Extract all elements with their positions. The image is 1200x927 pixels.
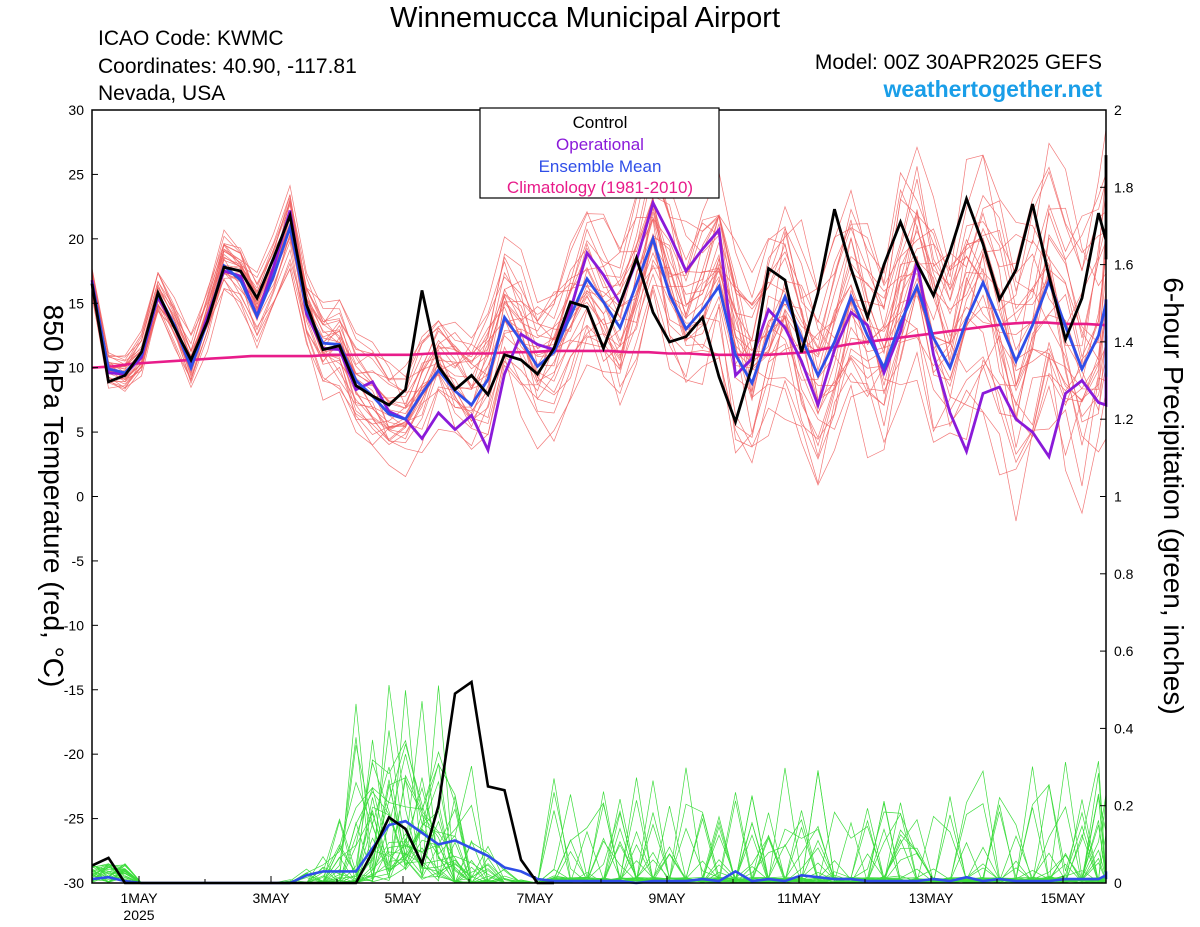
legend-operational: Operational — [556, 135, 644, 154]
right-tick-label: 0.2 — [1114, 798, 1134, 814]
left-tick-label: -20 — [64, 746, 84, 762]
precip-member-line — [91, 791, 1107, 884]
temperature-member-line — [91, 194, 1107, 430]
legend-control: Control — [573, 113, 628, 132]
precip-member-line — [91, 799, 1107, 884]
x-tick-label: 9MAY — [648, 890, 686, 906]
precip-member-line — [91, 793, 1107, 884]
temperature-member-line — [91, 186, 1107, 445]
right-tick-label: 2 — [1114, 102, 1122, 118]
x-tick-label: 13MAY — [909, 890, 955, 906]
temperature-member-line — [91, 217, 1107, 522]
precip-member-line — [91, 780, 1107, 884]
temperature-member-line — [91, 109, 1107, 409]
left-axis-label: 850 hPa Temperature (red, °C) — [38, 305, 69, 688]
right-tick-label: 1.4 — [1114, 334, 1134, 350]
x-tick-label: 11MAY — [777, 890, 821, 906]
region: Nevada, USA — [98, 82, 226, 105]
x-tick-label: 3MAY — [252, 890, 290, 906]
x-tick-label: 7MAY — [516, 890, 554, 906]
control-line — [90, 155, 1108, 427]
left-tick-label: 30 — [68, 102, 84, 118]
x-tick-label: 5MAY — [384, 890, 422, 906]
coordinates: Coordinates: 40.90, -117.81 — [98, 55, 357, 78]
precip-member-line — [91, 834, 1107, 884]
right-tick-label: 0.6 — [1114, 643, 1134, 659]
right-tick-label: 0 — [1114, 875, 1122, 891]
right-tick-label: 1.2 — [1114, 411, 1134, 427]
precip-member-line — [91, 798, 1107, 884]
temperature-member-line — [91, 264, 1107, 484]
left-tick-label: -25 — [64, 811, 84, 827]
x-tick-year: 2025 — [123, 907, 154, 923]
precip-member-line — [91, 701, 1107, 884]
legend-box — [479, 107, 720, 199]
precip-member-line — [91, 690, 1107, 884]
right-tick-label: 1 — [1114, 489, 1122, 505]
right-tick-label: 1.8 — [1114, 179, 1134, 195]
left-tick-label: 0 — [76, 489, 84, 505]
climatology-line — [91, 321, 1107, 369]
precip-member-line — [91, 684, 1107, 884]
precip-member-line — [91, 685, 1107, 884]
right-tick-label: 1.6 — [1114, 257, 1134, 273]
page-title: Winnemucca Municipal Airport — [389, 2, 781, 34]
left-tick-label: 15 — [68, 295, 84, 311]
right-axis-label: 6-hour Precipitation (green, inches) — [1158, 277, 1189, 714]
left-tick-label: 25 — [68, 166, 84, 182]
temperature-member-line — [91, 154, 1107, 429]
legend-ensemble-mean: Ensemble Mean — [539, 157, 662, 176]
ensemble-mean-line — [90, 221, 1108, 421]
x-tick-label: 15MAY — [1041, 890, 1087, 906]
legend-climatology: Climatology (1981-2010) — [507, 178, 693, 197]
left-tick-label: -30 — [64, 875, 84, 891]
left-tick-label: 20 — [68, 231, 84, 247]
temperature-member-line — [91, 132, 1107, 403]
left-tick-label: 10 — [68, 360, 84, 376]
icao-code: ICAO Code: KWMC — [98, 27, 284, 50]
x-tick-label: 1MAY — [120, 890, 158, 906]
precip-member-lines — [91, 684, 1107, 884]
right-tick-label: 0.4 — [1114, 720, 1134, 736]
temperature-member-line — [91, 191, 1107, 422]
left-tick-label: -5 — [72, 553, 85, 569]
plot-frame — [91, 109, 1107, 884]
legend: Control Operational Ensemble Mean Climat… — [479, 107, 720, 199]
precip-member-line — [91, 793, 1107, 884]
axes: -30-25-20-15-10-505101520253000.20.40.60… — [64, 102, 1134, 923]
left-tick-label: -15 — [64, 682, 84, 698]
left-tick-label: -10 — [64, 617, 84, 633]
temperature-member-line — [91, 205, 1107, 464]
temperature-member-line — [91, 234, 1107, 458]
website-link[interactable]: weathertogether.net — [883, 76, 1102, 102]
right-tick-label: 0.8 — [1114, 566, 1134, 582]
model-run: Model: 00Z 30APR2025 GEFS — [814, 51, 1102, 74]
left-tick-label: 5 — [76, 424, 84, 440]
